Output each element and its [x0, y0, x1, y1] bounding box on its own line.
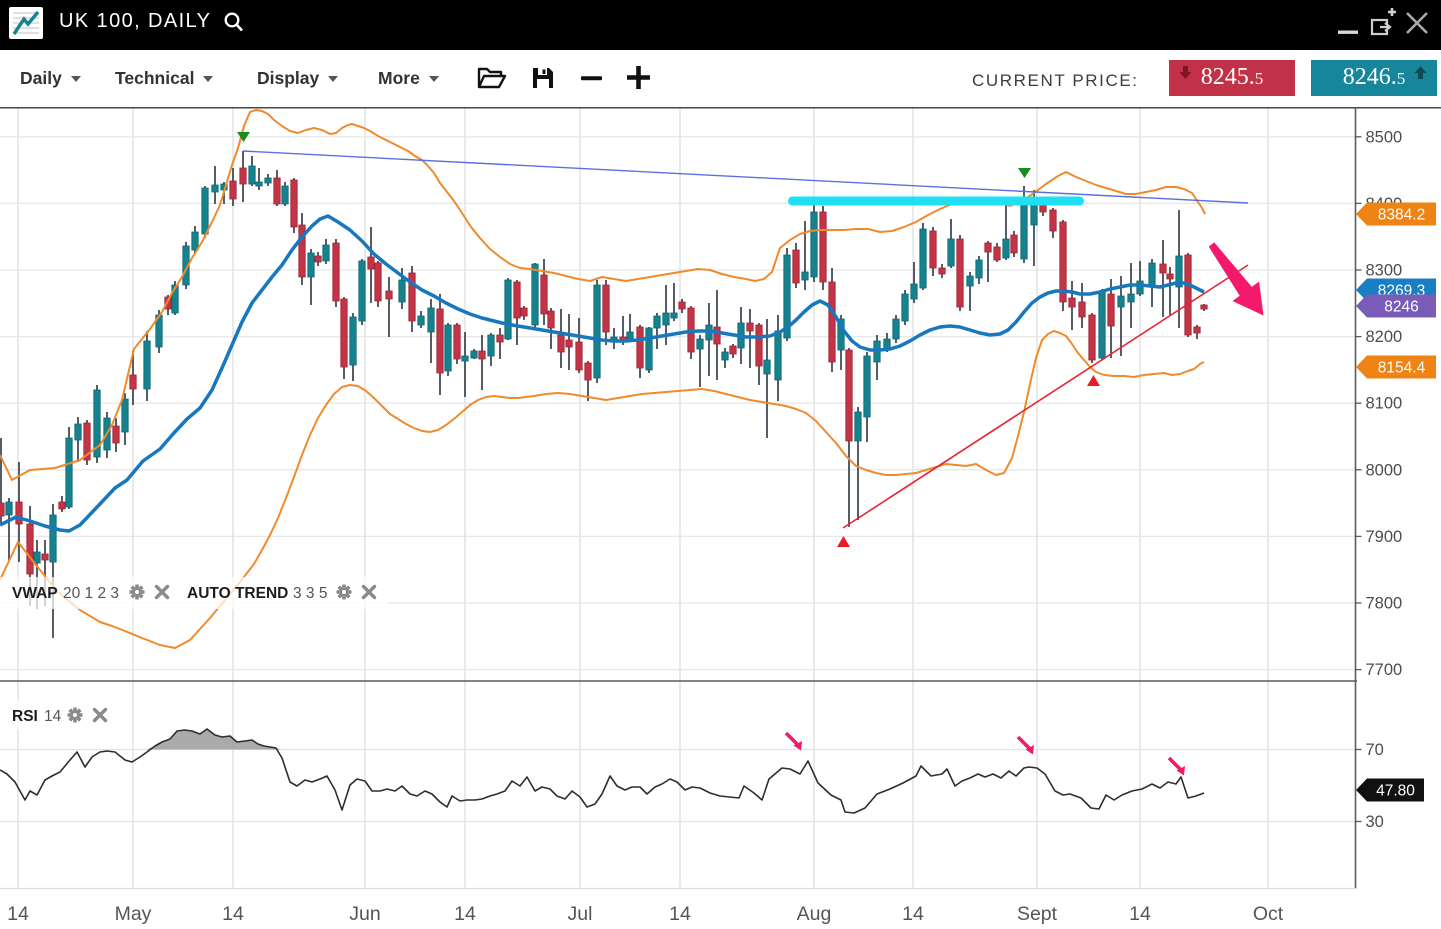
svg-text:7800: 7800: [1366, 595, 1403, 613]
svg-text:14: 14: [7, 903, 29, 925]
svg-text:3 3 5: 3 3 5: [293, 585, 327, 602]
svg-text:47.80: 47.80: [1376, 783, 1415, 800]
svg-text:Jul: Jul: [568, 903, 593, 925]
svg-text:Sept: Sept: [1017, 903, 1058, 925]
svg-text:Oct: Oct: [1253, 903, 1284, 925]
svg-text:14: 14: [1129, 903, 1151, 925]
svg-text:8000: 8000: [1366, 461, 1403, 479]
svg-text:14: 14: [44, 708, 62, 725]
svg-text:8154.4: 8154.4: [1378, 360, 1426, 377]
svg-text:8300: 8300: [1366, 262, 1403, 280]
svg-text:14: 14: [669, 903, 691, 925]
svg-text:8384.2: 8384.2: [1378, 207, 1425, 224]
svg-text:30: 30: [1366, 813, 1384, 831]
svg-text:14: 14: [902, 903, 924, 925]
svg-text:Aug: Aug: [797, 903, 832, 925]
svg-text:May: May: [115, 903, 152, 925]
svg-text:7900: 7900: [1366, 528, 1403, 546]
svg-text:14: 14: [222, 903, 244, 925]
svg-text:8246: 8246: [1384, 299, 1418, 316]
svg-text:8100: 8100: [1366, 395, 1403, 413]
svg-text:20 1 2 3: 20 1 2 3: [63, 585, 119, 602]
svg-text:14: 14: [454, 903, 476, 925]
svg-text:RSI: RSI: [12, 708, 38, 725]
svg-text:70: 70: [1366, 741, 1384, 759]
svg-text:AUTO TREND: AUTO TREND: [187, 585, 288, 602]
svg-text:VWAP: VWAP: [12, 585, 58, 602]
svg-text:8500: 8500: [1366, 128, 1403, 146]
svg-text:7700: 7700: [1366, 661, 1403, 679]
svg-text:8200: 8200: [1366, 328, 1403, 346]
svg-text:Jun: Jun: [349, 903, 380, 925]
